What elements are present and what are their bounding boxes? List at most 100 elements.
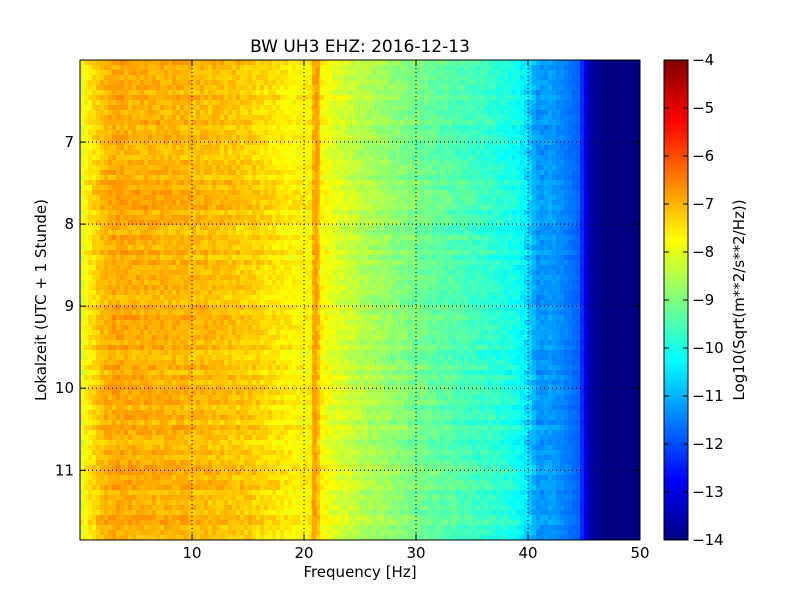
heatmap-cell (448, 165, 453, 171)
heatmap-cell (564, 185, 569, 191)
heatmap-cell (324, 235, 329, 241)
heatmap-cell (264, 180, 269, 186)
heatmap-cell (496, 210, 501, 216)
heatmap-cell (464, 215, 469, 221)
heatmap-cell (184, 225, 189, 231)
heatmap-cell (480, 120, 485, 126)
heatmap-cell (328, 85, 333, 91)
heatmap-cell (416, 80, 421, 86)
heatmap-cell (596, 125, 601, 131)
heatmap-cell (524, 210, 529, 216)
heatmap-cell (636, 200, 640, 206)
heatmap-cell (580, 60, 585, 66)
heatmap-cell (588, 220, 593, 226)
heatmap-cell (540, 170, 545, 176)
heatmap-cell (184, 130, 189, 136)
heatmap-cell (496, 85, 501, 91)
heatmap-cell (84, 165, 89, 171)
heatmap-cell (356, 170, 361, 176)
heatmap-cell (192, 105, 197, 111)
heatmap-cell (568, 130, 573, 136)
heatmap-cell (320, 110, 325, 116)
heatmap-cell (228, 190, 233, 196)
heatmap-cell (300, 80, 305, 86)
heatmap-cell (340, 135, 345, 141)
heatmap-cell (96, 65, 101, 71)
heatmap-cell (636, 210, 640, 216)
heatmap-cell (304, 205, 309, 211)
heatmap-cell (528, 165, 533, 171)
heatmap-cell (276, 180, 281, 186)
heatmap-cell (356, 230, 361, 236)
heatmap-cell (380, 220, 385, 226)
heatmap-cell (388, 145, 393, 151)
heatmap-cell (496, 180, 501, 186)
heatmap-cell (248, 205, 253, 211)
heatmap-cell (420, 190, 425, 196)
heatmap-cell (572, 200, 577, 206)
heatmap-cell (560, 115, 565, 121)
heatmap-cell (424, 170, 429, 176)
heatmap-cell (112, 105, 117, 111)
heatmap-cell (236, 165, 241, 171)
heatmap-cell (384, 215, 389, 221)
heatmap-cell (200, 195, 205, 201)
heatmap-cell (620, 185, 625, 191)
heatmap-cell (532, 195, 537, 201)
heatmap-cell (376, 70, 381, 76)
heatmap-cell (332, 165, 337, 171)
heatmap-cell (488, 130, 493, 136)
heatmap-cell (596, 85, 601, 91)
heatmap-cell (416, 95, 421, 101)
heatmap-cell (636, 130, 640, 136)
heatmap-cell (180, 90, 185, 96)
heatmap-cell (340, 95, 345, 101)
heatmap-cell (440, 205, 445, 211)
heatmap-cell (572, 70, 577, 76)
heatmap-cell (136, 210, 141, 216)
heatmap-cell (184, 170, 189, 176)
heatmap-cell (188, 100, 193, 106)
heatmap-cell (104, 225, 109, 231)
heatmap-cell (388, 200, 393, 206)
heatmap-cell (516, 225, 521, 231)
heatmap-cell (600, 190, 605, 196)
heatmap-cell (372, 90, 377, 96)
heatmap-cell (256, 140, 261, 146)
heatmap-cell (112, 70, 117, 76)
heatmap-cell (328, 145, 333, 151)
heatmap-cell (180, 160, 185, 166)
heatmap-cell (336, 75, 341, 81)
heatmap-cell (444, 140, 449, 146)
heatmap-cell (232, 185, 237, 191)
heatmap-cell (412, 75, 417, 81)
heatmap-cell (604, 90, 609, 96)
heatmap-cell (252, 120, 257, 126)
heatmap-cell (492, 90, 497, 96)
heatmap-cell (308, 185, 313, 191)
heatmap-cell (252, 235, 257, 241)
heatmap-cell (520, 215, 525, 221)
heatmap-cell (184, 60, 189, 66)
heatmap-cell (116, 90, 121, 96)
heatmap-cell (616, 200, 621, 206)
heatmap-cell (132, 175, 137, 181)
heatmap-cell (364, 185, 369, 191)
heatmap-cell (524, 95, 529, 101)
heatmap-cell (520, 165, 525, 171)
heatmap-cell (248, 80, 253, 86)
heatmap-cell (456, 145, 461, 151)
heatmap-cell (224, 220, 229, 226)
heatmap-cell (588, 180, 593, 186)
heatmap-cell (480, 210, 485, 216)
heatmap-cell (144, 175, 149, 181)
heatmap-cell (452, 185, 457, 191)
heatmap-cell (292, 80, 297, 86)
heatmap-cell (480, 85, 485, 91)
heatmap-cell (620, 200, 625, 206)
heatmap-cell (196, 60, 201, 66)
heatmap-cell (396, 165, 401, 171)
heatmap-cell (500, 70, 505, 76)
heatmap-cell (432, 235, 437, 241)
heatmap-cell (220, 110, 225, 116)
